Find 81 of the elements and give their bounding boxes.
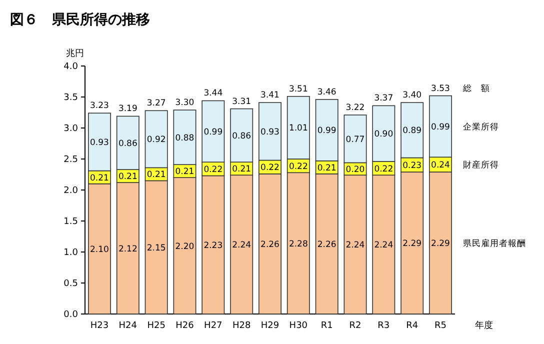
total-label: 3.27 [146,98,166,109]
total-label: 3.53 [431,84,450,94]
x-tick-label: H23 [90,321,109,331]
chart-title: 図６ 県民所得の推移 [10,12,150,28]
total-label: 3.37 [374,94,394,104]
data-label: 2.20 [175,242,194,252]
y-tick-label: 1.0 [64,248,78,258]
y-axis-title: 兆円 [66,48,84,59]
data-label: 0.92 [146,135,166,146]
x-tick-label: H26 [176,321,194,331]
data-label: 0.99 [317,126,336,136]
series-label: 企業所得 [463,121,499,132]
text: 総 額 [462,82,490,94]
data-label: 0.21 [146,170,166,180]
series-label: 県民雇用者報酬 [463,238,526,249]
data-label: 0.88 [175,133,194,144]
total-label: 3.19 [118,104,138,114]
data-label: 0.99 [431,122,450,132]
x-tick-label: H29 [260,321,280,331]
total-label: 3.23 [90,101,109,112]
total-label: 3.51 [288,84,308,94]
x-tick-label: H27 [204,321,222,331]
data-label: 0.22 [288,162,308,172]
data-label: 0.93 [260,127,280,138]
data-label: 2.10 [90,244,109,255]
data-label: 0.21 [175,167,194,178]
data-label: 2.29 [402,238,422,249]
y-tick-label: 2.0 [64,186,78,196]
data-label: 2.23 [204,240,223,251]
x-tick-label: R1 [320,321,333,331]
data-label: 2.26 [317,240,336,250]
data-label: 2.26 [260,240,280,250]
data-label: 0.93 [90,138,109,148]
data-label: 0.24 [431,160,450,171]
series-label: 財産所得 [463,160,499,171]
total-label: 3.31 [232,96,252,107]
data-label: 0.86 [118,138,138,149]
y-tick-label: 3.5 [64,93,78,104]
data-label: 2.12 [118,244,138,254]
y-tick-label: 0.5 [64,279,78,290]
data-label: 0.21 [90,173,109,184]
data-label: 2.28 [288,239,308,250]
x-tick-label: R5 [434,321,446,331]
x-tick-label: H28 [232,321,251,331]
data-label: 0.89 [402,126,422,136]
data-label: 0.20 [346,164,365,175]
x-tick-label: R4 [406,321,418,331]
x-tick-label: H30 [289,321,308,331]
data-label: 2.24 [232,240,252,251]
data-label: 0.77 [346,134,365,145]
data-label: 0.99 [204,127,223,138]
y-tick-label: 1.5 [64,217,78,228]
total-label: 3.41 [260,90,280,101]
data-label: 2.29 [431,238,450,249]
data-label: 1.01 [288,124,308,134]
total-label: 3.22 [346,102,365,113]
data-label: 0.21 [317,163,336,174]
data-label: 2.24 [374,240,394,251]
y-tick-label: 2.5 [64,155,78,166]
y-tick-label: 0.0 [64,310,78,320]
y-tick-label: 3.0 [64,124,78,134]
data-label: 0.21 [232,164,252,175]
x-tick-label: H25 [147,321,166,331]
data-label: 0.22 [374,164,394,174]
x-tick-label: R3 [378,321,390,331]
y-tick-label: 4.0 [64,62,78,72]
x-tick-label: R2 [349,321,362,331]
data-label: 0.22 [260,163,280,174]
total-label: 3.30 [175,98,194,108]
x-axis-title: 年度 [475,320,493,331]
data-label: 0.23 [402,160,422,171]
data-label: 2.15 [146,243,166,254]
total-label: 3.46 [317,87,336,98]
total-label: 3.40 [402,90,422,101]
data-label: 0.21 [118,172,138,182]
data-label: 0.90 [374,130,394,140]
total-label: 3.44 [204,88,223,99]
data-label: 0.22 [204,164,223,175]
data-label: 2.24 [346,240,365,251]
data-label: 0.86 [232,131,252,142]
x-tick-label: H24 [118,321,138,331]
